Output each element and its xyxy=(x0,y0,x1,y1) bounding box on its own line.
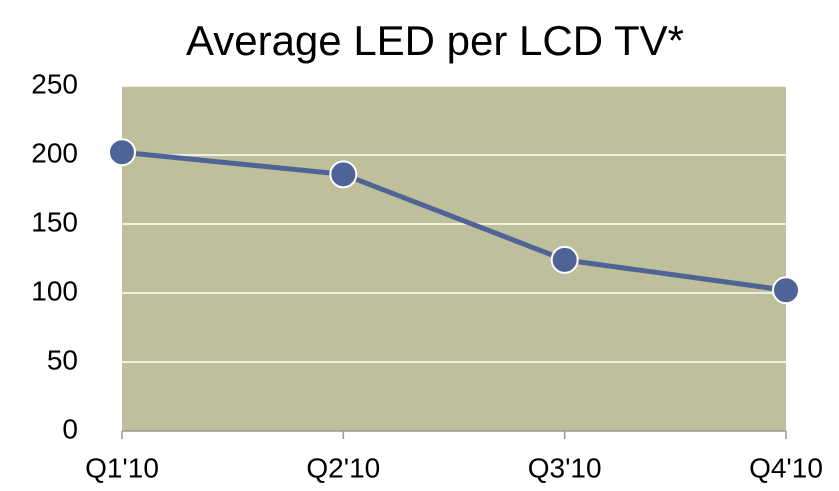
y-tick-label: 50 xyxy=(47,344,78,375)
y-tick-label: 150 xyxy=(31,206,78,237)
x-tick-label: Q2'10 xyxy=(306,452,380,483)
y-tick-label: 200 xyxy=(31,137,78,168)
line xyxy=(121,149,787,293)
x-tick-label: Q4'10 xyxy=(749,452,823,483)
y-tick-label: 250 xyxy=(31,68,78,99)
marker xyxy=(772,276,800,305)
marker xyxy=(108,138,136,167)
y-tick-label: 0 xyxy=(62,413,78,444)
x-tick-label: Q1'10 xyxy=(85,452,159,483)
marker xyxy=(550,245,579,274)
chart-title: Average LED per LCD TV* xyxy=(186,17,684,64)
marker xyxy=(329,160,358,189)
x-tick-label: Q3'10 xyxy=(528,452,602,483)
plot-area xyxy=(122,86,786,431)
y-tick-label: 100 xyxy=(31,275,78,306)
